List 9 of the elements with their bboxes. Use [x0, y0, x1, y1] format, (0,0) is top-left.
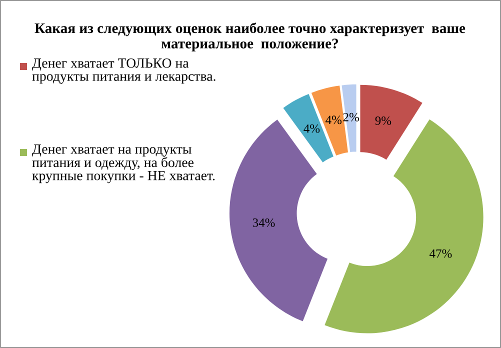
legend-label: Денег хватает на продукты питания и одежду, на более крупные покупки - НЕ хватает. — [32, 144, 215, 184]
data-label: 4% — [326, 116, 342, 124]
legend-label: Денег хватает ТОЛЬКО на продукты питания и лекарства. — [32, 58, 216, 84]
data-label: 34% — [252, 218, 275, 227]
data-label: 47% — [430, 249, 452, 258]
chart-title: Какая из следующих оценок наиболее точно характеризует ваше материальное положение? — [34, 22, 466, 52]
data-label: 4% — [304, 124, 320, 133]
data-label: 9% — [375, 116, 392, 125]
data-label: 2% — [343, 112, 360, 122]
